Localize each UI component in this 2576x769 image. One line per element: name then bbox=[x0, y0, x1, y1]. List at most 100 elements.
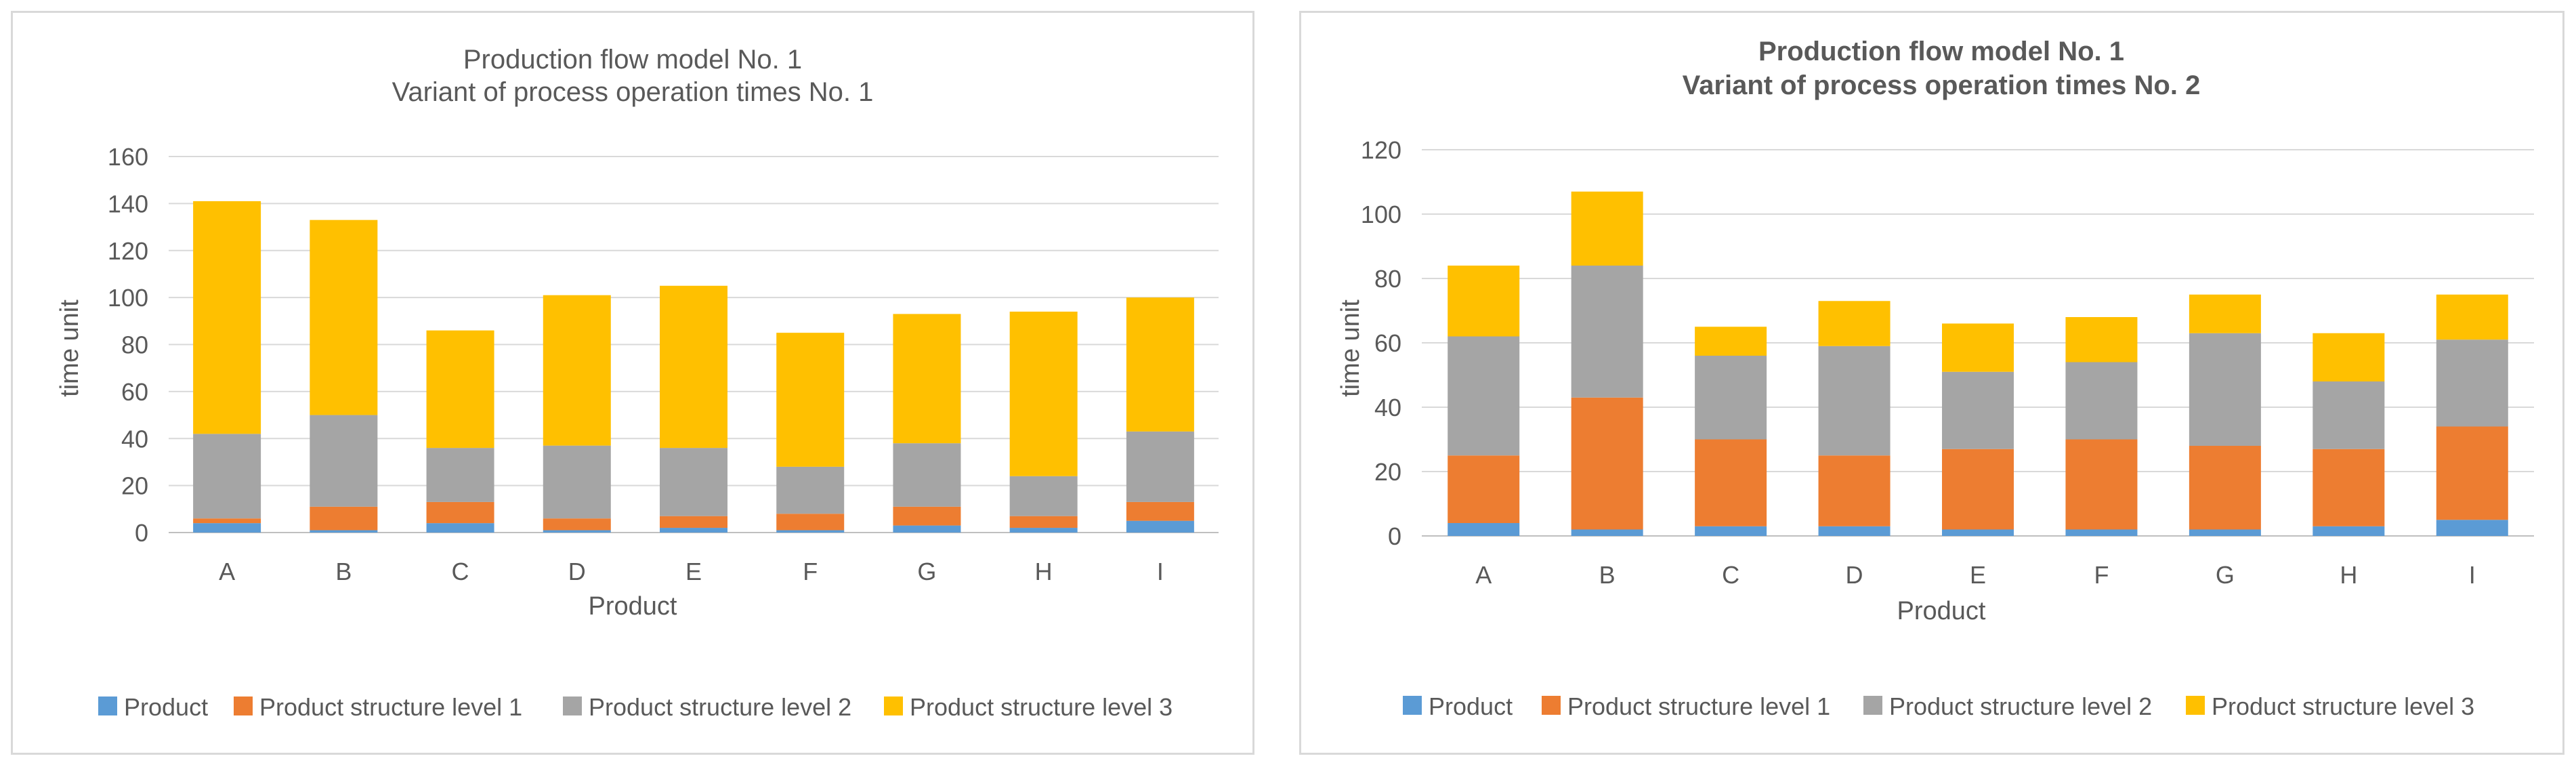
chart-panel-2: Production flow model No. 1 Variant of p… bbox=[1299, 11, 2564, 755]
bar-C-product bbox=[1695, 526, 1767, 536]
y-tick-label-40: 40 bbox=[1374, 394, 1401, 421]
bar-G-product-structure-level-3 bbox=[893, 314, 961, 444]
x-tick-label-B: B bbox=[1599, 561, 1616, 589]
x-tick-label-H: H bbox=[1035, 558, 1053, 585]
y-tick-label-80: 80 bbox=[121, 331, 148, 359]
y-tick-label-60: 60 bbox=[1374, 329, 1401, 357]
x-tick-label-E: E bbox=[1970, 561, 1986, 589]
chart-panel-1: Production flow model No. 1 Variant of p… bbox=[11, 11, 1254, 755]
bar-F-product-structure-level-2 bbox=[2065, 362, 2138, 440]
bar-B-product-structure-level-1 bbox=[1571, 397, 1643, 530]
bar-I-product-structure-level-1 bbox=[1126, 501, 1194, 521]
legend-swatch-product-structure-level-1 bbox=[1542, 696, 1561, 715]
y-tick-label-100: 100 bbox=[1361, 201, 1401, 228]
y-tick-label-40: 40 bbox=[121, 425, 148, 453]
bar-I-product-structure-level-2 bbox=[2436, 339, 2508, 427]
bar-D-product bbox=[543, 530, 611, 533]
bar-H-product-structure-level-2 bbox=[1009, 476, 1078, 516]
bar-A-product bbox=[1448, 523, 1520, 536]
bar-F-product bbox=[2065, 529, 2138, 536]
bar-I-product bbox=[2436, 520, 2508, 536]
bar-H-product-structure-level-2 bbox=[2313, 381, 2385, 449]
legend-label-product-structure-level-1: Product structure level 1 bbox=[1567, 692, 1830, 720]
y-tick-label-20: 20 bbox=[1374, 458, 1401, 486]
bar-E-product bbox=[1942, 529, 2014, 536]
legend-label-product: Product bbox=[1429, 692, 1513, 720]
bar-E-product-structure-level-1 bbox=[660, 516, 727, 528]
x-tick-labels: A B C D E F G H I bbox=[219, 558, 1164, 585]
bar-H-product bbox=[2313, 526, 2385, 536]
legend-swatch-product bbox=[1403, 696, 1422, 715]
bar-C-product-structure-level-1 bbox=[1695, 439, 1767, 526]
bar-C-product bbox=[426, 523, 494, 533]
bar-A-product-structure-level-3 bbox=[193, 201, 261, 434]
x-tick-label-E: E bbox=[685, 558, 702, 585]
x-tick-label-B: B bbox=[335, 558, 352, 585]
bar-B-product-structure-level-2 bbox=[1571, 266, 1643, 398]
bar-F-product-structure-level-1 bbox=[776, 514, 845, 531]
bar-A-product bbox=[193, 523, 261, 533]
bar-H-product bbox=[1009, 528, 1078, 533]
bar-A-product-structure-level-1 bbox=[193, 518, 261, 524]
bar-E-product bbox=[660, 528, 727, 533]
legend-label-product-structure-level-1: Product structure level 1 bbox=[259, 693, 522, 721]
y-tick-label-80: 80 bbox=[1374, 265, 1401, 293]
y-tick-label-160: 160 bbox=[108, 143, 148, 171]
bar-B-product bbox=[1571, 529, 1643, 536]
bar-E-product-structure-level-2 bbox=[660, 448, 727, 516]
bar-F-product-structure-level-2 bbox=[776, 466, 845, 514]
bar-A-product-structure-level-3 bbox=[1448, 266, 1520, 337]
x-tick-label-F: F bbox=[803, 558, 818, 585]
x-tick-label-G: G bbox=[917, 558, 936, 585]
bar-A-product-structure-level-2 bbox=[1448, 336, 1520, 456]
x-axis-title: Product bbox=[1897, 597, 1986, 625]
y-tick-label-140: 140 bbox=[108, 190, 148, 217]
bar-D-product-structure-level-1 bbox=[543, 518, 611, 531]
bar-E-product-structure-level-3 bbox=[1942, 323, 2014, 372]
legend-swatch-product-structure-level-2 bbox=[563, 697, 582, 715]
bar-D-product-structure-level-3 bbox=[543, 295, 611, 446]
x-axis-title: Product bbox=[589, 592, 677, 621]
y-axis-title: time unit bbox=[56, 299, 84, 397]
bar-I-product-structure-level-3 bbox=[2436, 294, 2508, 340]
bars bbox=[1448, 191, 2508, 536]
bar-G-product-structure-level-1 bbox=[2189, 446, 2261, 530]
legend-swatch-product bbox=[98, 697, 117, 715]
x-tick-label-A: A bbox=[219, 558, 235, 585]
bar-E-product-structure-level-2 bbox=[1942, 371, 2014, 449]
legend: Product Product structure level 1 Product … bbox=[98, 693, 1173, 721]
legend-swatch-product-structure-level-3 bbox=[884, 697, 903, 715]
bar-C-product-structure-level-2 bbox=[1695, 356, 1767, 440]
bar-A-product-structure-level-2 bbox=[193, 434, 261, 519]
bar-G-product-structure-level-2 bbox=[2189, 333, 2261, 446]
legend-label-product: Product bbox=[124, 693, 208, 721]
bar-C-product-structure-level-3 bbox=[1695, 327, 1767, 356]
bar-E-product-structure-level-1 bbox=[1942, 449, 2014, 530]
x-tick-labels: A B C D E F G H I bbox=[1475, 561, 2476, 589]
bar-H-product-structure-level-3 bbox=[2313, 333, 2385, 381]
x-tick-label-C: C bbox=[1722, 561, 1739, 589]
bar-D-product bbox=[1818, 526, 1891, 536]
y-tick-label-20: 20 bbox=[121, 472, 148, 500]
bar-F-product-structure-level-1 bbox=[2065, 439, 2138, 530]
x-tick-label-H: H bbox=[2340, 561, 2357, 589]
x-tick-label-F: F bbox=[2094, 561, 2109, 589]
y-axis-title: time unit bbox=[1336, 299, 1365, 397]
bar-D-product-structure-level-3 bbox=[1818, 301, 1891, 346]
bar-C-product-structure-level-3 bbox=[426, 330, 494, 449]
bar-I-product-structure-level-3 bbox=[1126, 297, 1194, 432]
bar-H-product-structure-level-3 bbox=[1009, 311, 1078, 476]
legend-label-product-structure-level-3: Product structure level 3 bbox=[2212, 692, 2474, 720]
bar-I-product-structure-level-2 bbox=[1126, 431, 1194, 502]
legend-swatch-product-structure-level-1 bbox=[234, 697, 253, 715]
y-tick-label-120: 120 bbox=[108, 237, 148, 265]
legend: Product Product structure level 1 Product … bbox=[1403, 692, 2474, 720]
y-tick-labels: 0 20 40 60 80 100 120 bbox=[1361, 136, 1401, 550]
bar-H-product-structure-level-1 bbox=[1009, 516, 1078, 528]
bar-H-product-structure-level-1 bbox=[2313, 449, 2385, 526]
bar-G-product bbox=[2189, 529, 2261, 536]
bar-I-product bbox=[1126, 520, 1194, 533]
bar-D-product-structure-level-1 bbox=[1818, 455, 1891, 526]
bar-C-product-structure-level-1 bbox=[426, 501, 494, 524]
y-tick-label-100: 100 bbox=[108, 284, 148, 312]
